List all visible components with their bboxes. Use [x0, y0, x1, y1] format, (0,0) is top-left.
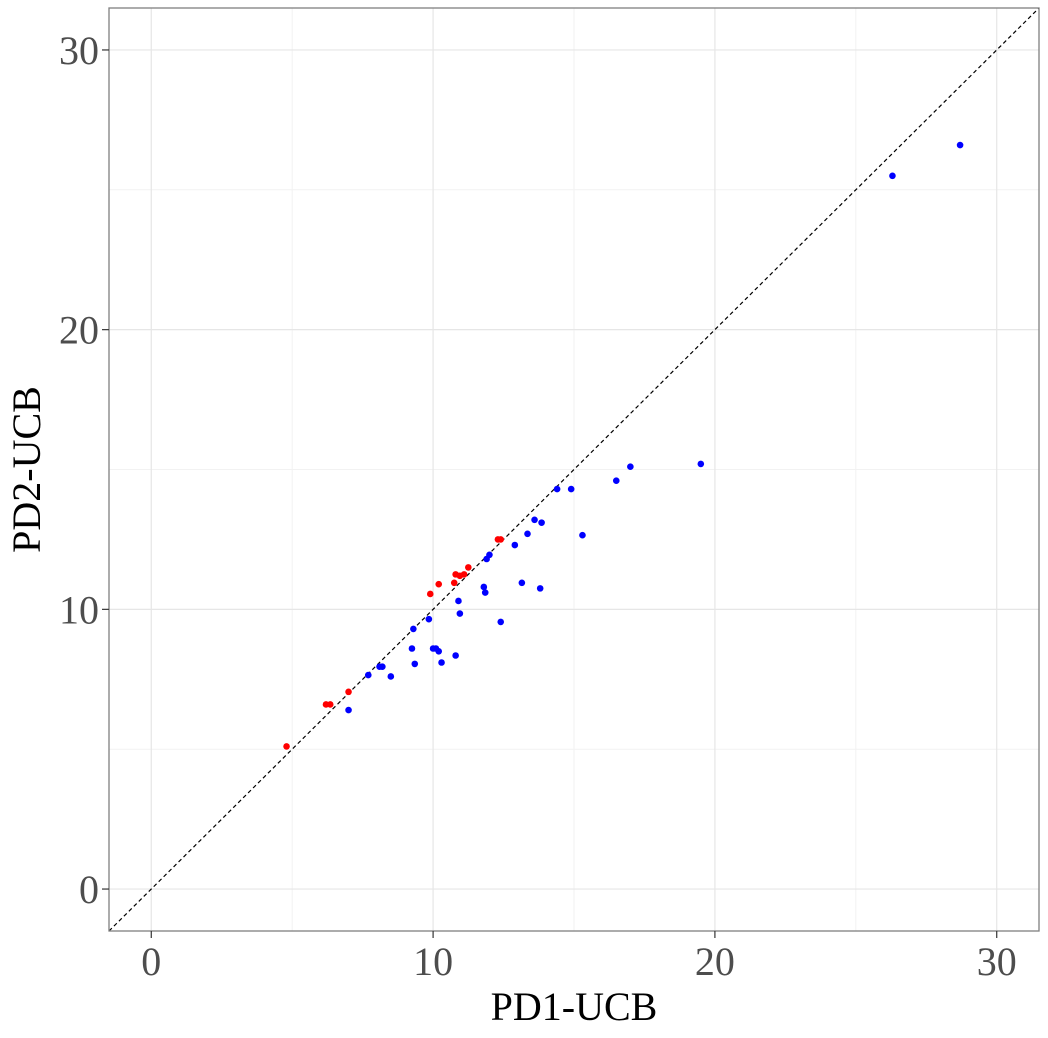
x-axis: 0 10 20 30	[141, 931, 1017, 984]
data-point	[538, 519, 545, 526]
points-layer	[283, 141, 964, 750]
data-point	[410, 625, 417, 633]
data-point	[345, 706, 352, 714]
data-point	[379, 663, 386, 670]
data-point	[511, 541, 519, 549]
data-point	[579, 531, 586, 539]
data-point	[460, 571, 468, 578]
x-tick-label: 10	[413, 939, 453, 984]
data-point	[426, 590, 434, 598]
data-point	[518, 579, 526, 587]
panel-border	[108, 7, 1040, 932]
data-point	[486, 551, 493, 559]
data-point	[435, 648, 443, 655]
grid-layer	[109, 8, 1039, 931]
data-point	[612, 477, 620, 484]
data-point	[452, 652, 459, 659]
data-point	[553, 485, 561, 493]
y-tick-label: 30	[59, 28, 99, 73]
data-point	[283, 743, 290, 750]
x-axis-title: PD1-UCB	[491, 984, 658, 1029]
data-point	[465, 564, 472, 571]
data-point	[497, 618, 505, 626]
identity-reference-line	[108, 7, 1040, 932]
data-point	[450, 579, 458, 587]
data-point	[345, 688, 352, 696]
y-axis: 0 10 20 30	[59, 28, 109, 912]
data-point	[531, 516, 538, 524]
data-point	[524, 530, 531, 538]
y-tick-label: 10	[59, 587, 99, 632]
data-point	[480, 583, 488, 591]
data-point	[326, 701, 334, 708]
data-point	[481, 589, 489, 596]
x-tick-label: 30	[977, 939, 1017, 984]
y-tick-label: 0	[79, 867, 99, 912]
data-point	[497, 536, 505, 543]
data-point	[411, 660, 419, 668]
data-point	[536, 585, 544, 592]
data-point	[627, 463, 634, 471]
data-point	[387, 673, 395, 680]
data-point	[567, 485, 575, 493]
y-tick-label: 20	[59, 308, 99, 353]
x-tick-label: 20	[695, 939, 735, 984]
data-point	[364, 671, 372, 679]
data-point	[697, 460, 705, 468]
x-tick-label: 0	[141, 939, 161, 984]
data-point	[408, 645, 416, 652]
data-point	[435, 580, 443, 588]
data-point	[425, 615, 433, 623]
data-point	[456, 610, 464, 617]
data-point	[438, 659, 445, 666]
data-point	[455, 597, 462, 605]
data-point	[889, 172, 896, 180]
data-point	[956, 141, 964, 149]
y-axis-title: PD2-UCB	[4, 386, 49, 553]
